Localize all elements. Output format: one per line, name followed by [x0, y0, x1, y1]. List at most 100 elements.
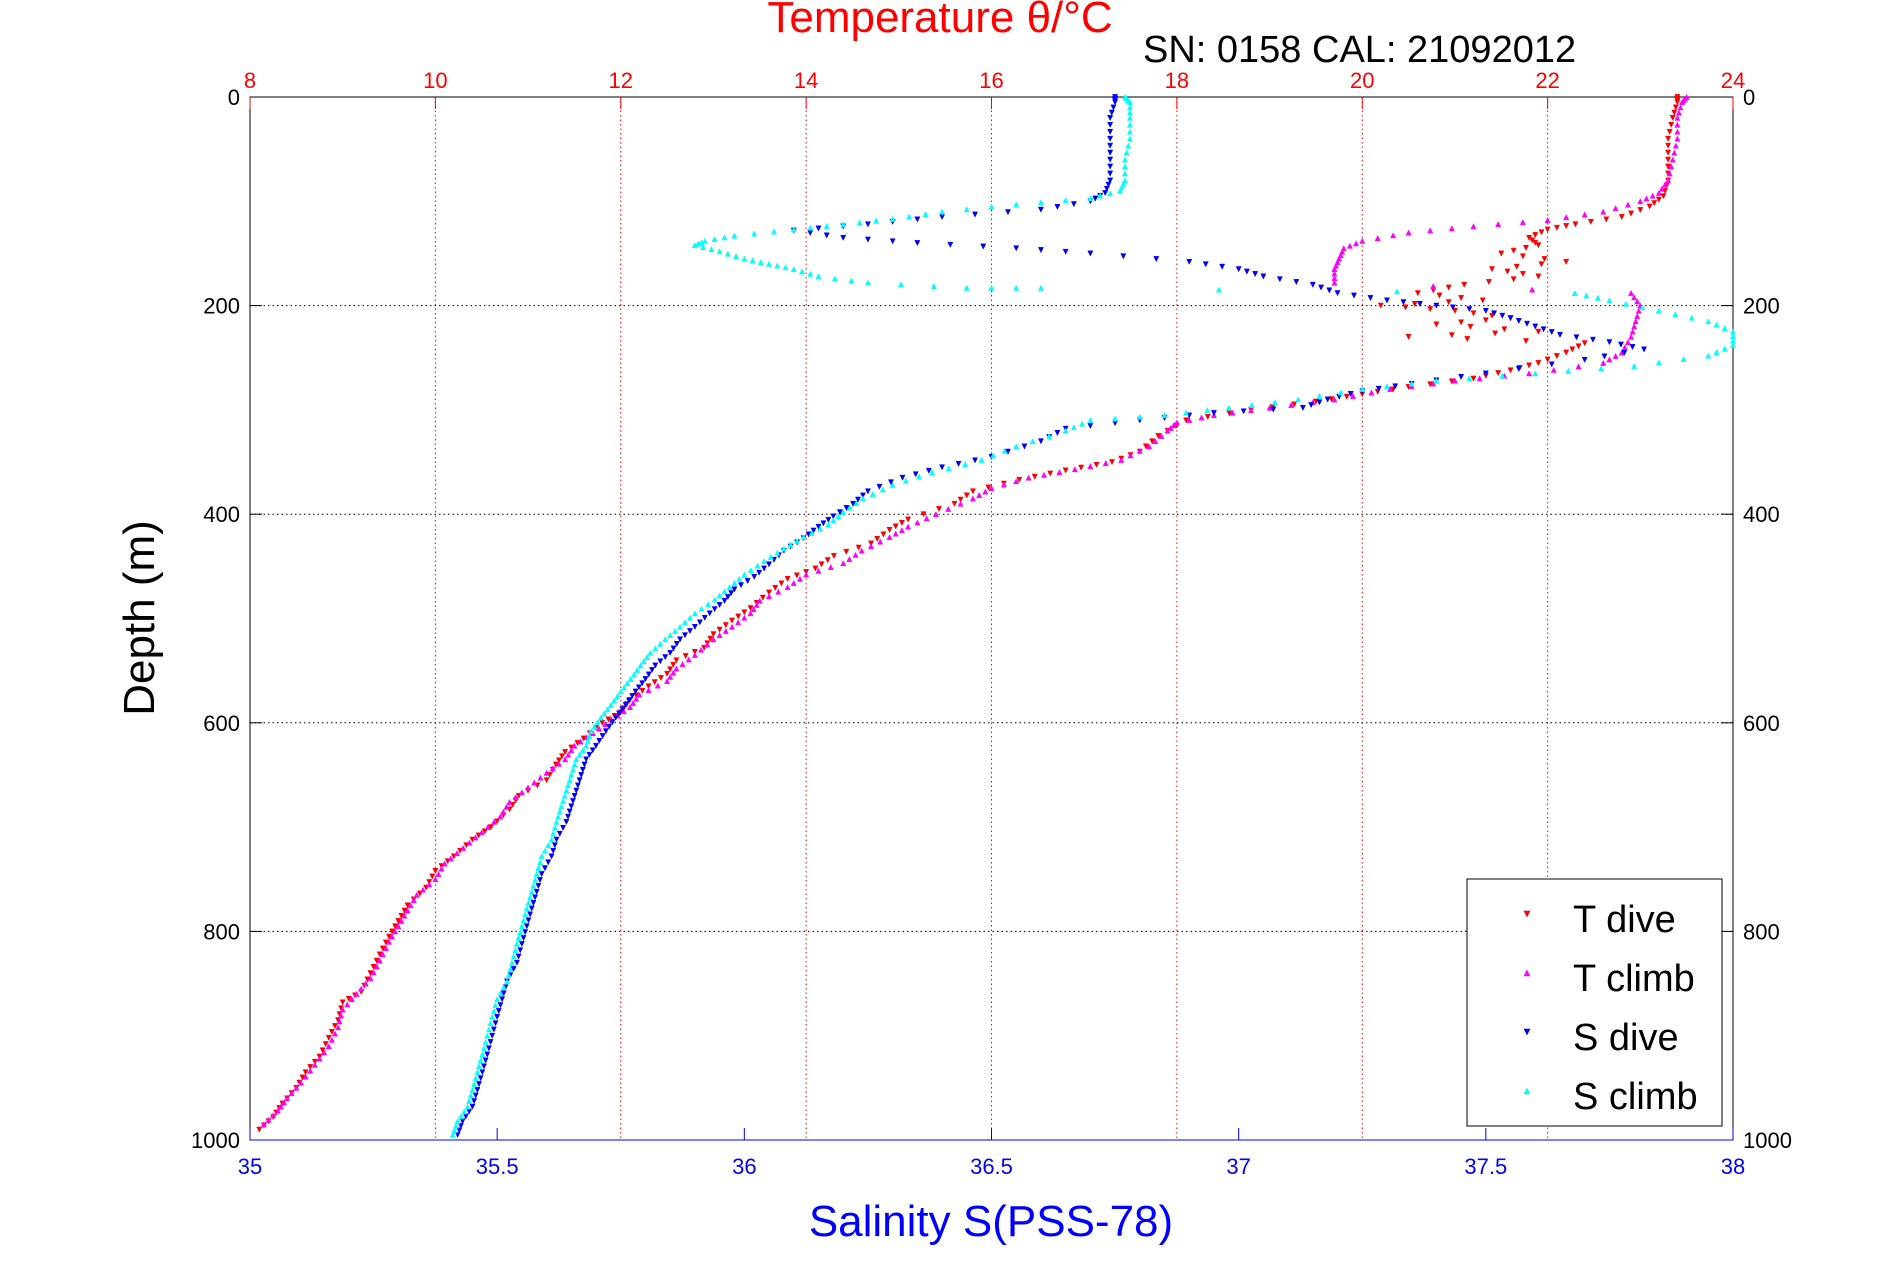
data-point-s-climb [553, 818, 560, 825]
data-point-s-dive [843, 505, 850, 512]
data-point-s-climb [990, 452, 997, 459]
data-point-t-climb [596, 725, 603, 732]
data-point-t-dive [1665, 156, 1672, 163]
data-point-t-dive [682, 653, 689, 660]
data-point-s-dive [1037, 206, 1044, 213]
data-point-t-dive [728, 617, 735, 624]
data-point-t-dive [1451, 307, 1458, 314]
data-point-t-climb [1448, 225, 1455, 232]
legend-label-s-climb: S climb [1573, 1076, 1698, 1118]
data-point-s-dive [1235, 266, 1242, 273]
data-point-s-climb [1062, 427, 1069, 434]
data-point-t-climb [645, 686, 652, 693]
data-point-t-climb [518, 789, 525, 796]
data-point-s-dive [1107, 115, 1114, 122]
legend-marker-t-climb [1523, 969, 1531, 977]
tick-label-salinity: 37.5 [1464, 1154, 1507, 1179]
data-point-s-dive [1293, 279, 1300, 286]
data-point-t-dive [1668, 121, 1675, 128]
data-point-s-climb [1729, 342, 1737, 349]
data-point-t-climb [827, 563, 834, 570]
data-point-s-dive [566, 808, 573, 815]
data-point-t-dive [1427, 306, 1434, 313]
data-point-t-climb [1495, 221, 1502, 228]
data-point-t-dive [429, 873, 436, 880]
data-point-t-dive [1479, 297, 1486, 304]
data-point-t-climb [914, 519, 921, 526]
data-point-s-climb [1126, 135, 1133, 142]
data-point-t-dive [772, 585, 779, 592]
data-point-s-climb [537, 859, 544, 866]
data-point-s-climb [817, 525, 824, 532]
data-point-t-dive [1062, 467, 1069, 474]
data-point-t-dive [1628, 210, 1635, 217]
data-point-t-climb [562, 756, 569, 763]
data-point-t-dive [1489, 266, 1496, 273]
data-point-s-climb [556, 808, 563, 815]
data-point-t-climb [886, 533, 893, 540]
data-point-s-dive [662, 654, 669, 661]
data-point-t-climb [367, 975, 374, 982]
data-point-t-climb [898, 527, 905, 534]
data-point-t-climb [373, 963, 380, 970]
data-point-t-dive [1377, 302, 1384, 309]
data-point-s-dive [471, 1098, 478, 1105]
data-point-t-dive [1655, 196, 1662, 203]
data-point-s-climb [897, 281, 904, 288]
data-point-s-climb [1001, 447, 1008, 454]
data-point-s-climb [634, 666, 641, 673]
data-point-t-climb [432, 876, 439, 883]
data-point-t-climb [1679, 99, 1686, 106]
data-point-s-climb [471, 1080, 478, 1087]
data-point-s-dive [589, 747, 596, 754]
data-point-s-climb [1408, 380, 1415, 387]
data-point-t-climb [1612, 205, 1619, 212]
data-point-s-dive [1316, 399, 1323, 406]
data-point-s-dive [583, 756, 590, 763]
data-point-s-dive [1449, 304, 1456, 311]
data-point-s-climb [767, 553, 774, 560]
data-point-t-dive [1513, 263, 1520, 270]
data-point-s-dive [1375, 385, 1382, 392]
tick-label-salinity: 35.5 [476, 1154, 519, 1179]
data-point-s-dive [477, 1075, 484, 1082]
data-point-t-dive [1414, 290, 1421, 297]
data-point-s-climb [1713, 321, 1720, 328]
data-point-s-dive [972, 457, 979, 464]
data-point-s-dive [1240, 408, 1247, 415]
data-point-t-dive [1485, 279, 1492, 286]
data-point-t-dive [1665, 142, 1672, 149]
data-point-s-climb [644, 653, 651, 660]
data-point-s-climb [988, 203, 995, 210]
data-point-s-climb [533, 870, 540, 877]
data-point-t-climb [670, 669, 677, 676]
data-point-t-dive [1651, 200, 1658, 207]
data-point-s-dive [1326, 287, 1333, 294]
data-point-t-climb [630, 699, 637, 706]
data-point-s-dive [899, 474, 906, 481]
data-point-t-dive [741, 609, 748, 616]
data-point-s-climb [807, 224, 814, 231]
data-point-t-climb [636, 691, 643, 698]
data-point-s-dive [1105, 181, 1112, 188]
data-point-s-climb [691, 241, 698, 248]
data-point-t-dive [1674, 99, 1681, 106]
data-point-t-climb [673, 665, 680, 672]
data-point-s-climb [558, 803, 565, 810]
data-point-s-dive [479, 1069, 486, 1076]
data-point-s-climb [532, 876, 539, 883]
data-point-s-dive [914, 216, 921, 223]
data-point-t-climb [1013, 478, 1020, 485]
data-point-s-dive [494, 1014, 501, 1021]
data-point-t-dive [389, 928, 396, 935]
data-point-s-dive [1103, 185, 1110, 192]
data-point-s-climb [535, 864, 542, 871]
data-point-t-climb [1632, 318, 1639, 325]
data-point-s-dive [1351, 292, 1358, 299]
data-point-s-climb [902, 477, 909, 484]
data-point-t-climb [1427, 227, 1434, 234]
data-point-t-climb [497, 813, 504, 820]
data-point-s-dive [1540, 326, 1547, 333]
data-point-s-dive [1110, 104, 1117, 111]
data-point-s-climb [601, 710, 608, 717]
